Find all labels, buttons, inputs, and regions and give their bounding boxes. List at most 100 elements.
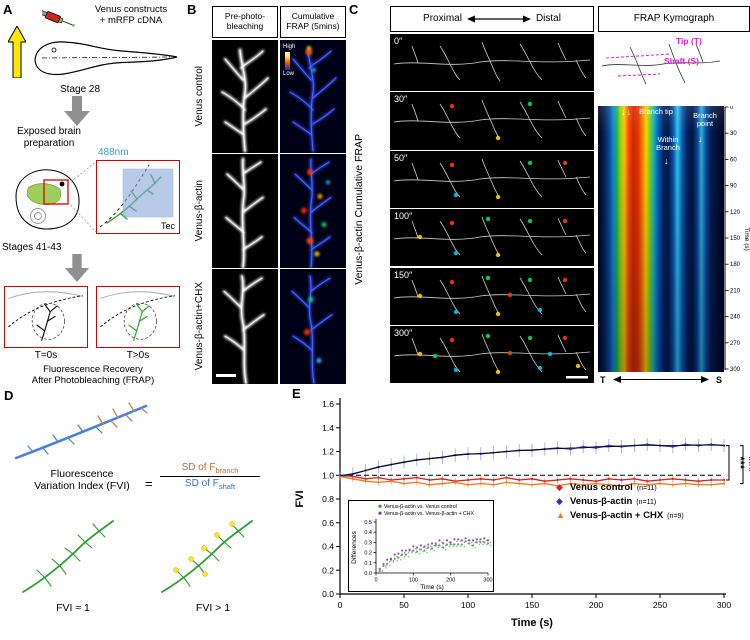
inset-legend-label: Venus-β-actin vs. Venus-β-actin + CHX — [384, 511, 475, 517]
chart-shape — [481, 100, 491, 120]
syringe-icon — [42, 9, 75, 27]
chart-shape — [225, 158, 264, 268]
chart-shape — [434, 544, 437, 547]
frap-t1-box — [96, 286, 180, 348]
chart-shape — [449, 63, 461, 81]
difference-inset-svg: 0.0 0.1 0.2 0.3 0.4 0.5 0 100 200 300 Differences T… — [351, 504, 493, 591]
chart-shape — [740, 445, 744, 485]
chart-shape — [594, 480, 598, 483]
chart-shape — [393, 293, 591, 299]
chart-shape — [633, 477, 636, 480]
chart-shape — [242, 196, 264, 214]
chart-shape — [364, 480, 367, 483]
chart-shape — [382, 564, 385, 567]
t-end-label: T — [600, 374, 606, 385]
chart-shape — [430, 542, 434, 545]
chart-shape — [292, 121, 313, 136]
frap-timepoint-image-1: 30″ — [390, 92, 594, 150]
chart-shape — [393, 351, 591, 357]
chart-shape — [453, 543, 456, 546]
chart-shape — [485, 333, 491, 339]
chart-shape — [378, 504, 382, 508]
chart-shape — [445, 543, 449, 546]
chart-shape — [479, 482, 482, 485]
chart-shape — [418, 548, 421, 551]
fvi-greater-label: FVI > 1 — [195, 602, 231, 614]
panel-c-side-label: Venus-β-actin Cumulative FRAP — [353, 133, 365, 285]
chart-shape — [426, 551, 428, 554]
chart-shape — [671, 477, 674, 480]
chart-shape — [474, 546, 477, 549]
hotspot-arbor-schematic — [161, 520, 253, 593]
chart-shape — [415, 546, 419, 549]
chart-shape — [306, 237, 314, 245]
ts-double-arrow-icon — [612, 376, 709, 383]
chart-shape — [459, 545, 462, 548]
chart-shape — [312, 77, 337, 99]
chart-shape — [393, 176, 591, 182]
chart-shape — [381, 572, 384, 574]
chart-shape — [304, 329, 310, 336]
chart-shape — [453, 367, 459, 373]
chart-shape — [408, 548, 411, 551]
chart-shape — [594, 482, 598, 485]
chart-shape — [464, 540, 467, 543]
chart-shape — [489, 60, 501, 82]
chart-shape — [481, 333, 491, 354]
construct-line2: + mRFP cDNA — [99, 15, 163, 27]
chart-shape — [658, 478, 662, 482]
chart-shape — [478, 540, 481, 543]
chart-shape — [448, 545, 451, 548]
chart-shape — [529, 178, 543, 198]
chart-shape — [471, 541, 473, 544]
chart-shape — [411, 221, 419, 239]
chart-shape — [294, 173, 313, 191]
chart-shape — [307, 49, 314, 152]
chart-shape — [393, 275, 591, 315]
frap-timepoint-svg — [393, 275, 591, 316]
chart-shape — [418, 552, 421, 555]
time-tick-label: 90 — [730, 184, 737, 190]
tectum-zoom-drawing — [99, 164, 174, 228]
chart-shape — [463, 541, 466, 544]
chart-shape — [403, 555, 406, 558]
up-arrow-icon — [8, 26, 26, 78]
chart-shape — [483, 537, 486, 540]
chart-shape — [529, 61, 543, 81]
micrograph-svg — [220, 48, 270, 153]
colorbar-low-label: Low — [283, 71, 295, 78]
chart-shape — [438, 544, 441, 547]
chart-shape — [419, 548, 422, 551]
chart-shape — [427, 546, 430, 549]
tip-label: Tip (T) — [676, 36, 702, 46]
chart-shape — [385, 565, 387, 567]
chart-shape — [562, 160, 568, 165]
chart-shape — [239, 49, 246, 152]
chart-shape — [449, 162, 455, 167]
chart-shape — [569, 448, 572, 451]
chart-shape — [301, 207, 307, 214]
stages-label: Stages 41-43 — [2, 242, 62, 253]
chart-shape — [479, 477, 482, 480]
chart-shape — [575, 293, 587, 312]
chart-shape — [454, 481, 457, 484]
down-arrow-icon — [64, 96, 90, 126]
chart-shape — [492, 478, 495, 482]
chart-shape — [393, 41, 591, 82]
chart-shape — [482, 543, 484, 546]
chart-shape — [658, 482, 662, 485]
chart-shape — [429, 545, 432, 548]
chart-shape — [482, 540, 484, 543]
chart-shape — [466, 483, 470, 486]
chart-shape — [607, 483, 610, 486]
chart-shape — [527, 335, 533, 341]
chart-shape — [412, 549, 415, 552]
time-tick-label: 300 — [730, 367, 741, 372]
inset-y-label: Differences — [351, 530, 358, 564]
chart-shape — [556, 478, 559, 482]
micrograph-svg — [290, 274, 334, 384]
chart-shape — [378, 567, 381, 571]
x-axis-label: Time (s) — [511, 617, 553, 629]
chart-shape — [519, 335, 531, 355]
chart-shape — [392, 559, 395, 562]
